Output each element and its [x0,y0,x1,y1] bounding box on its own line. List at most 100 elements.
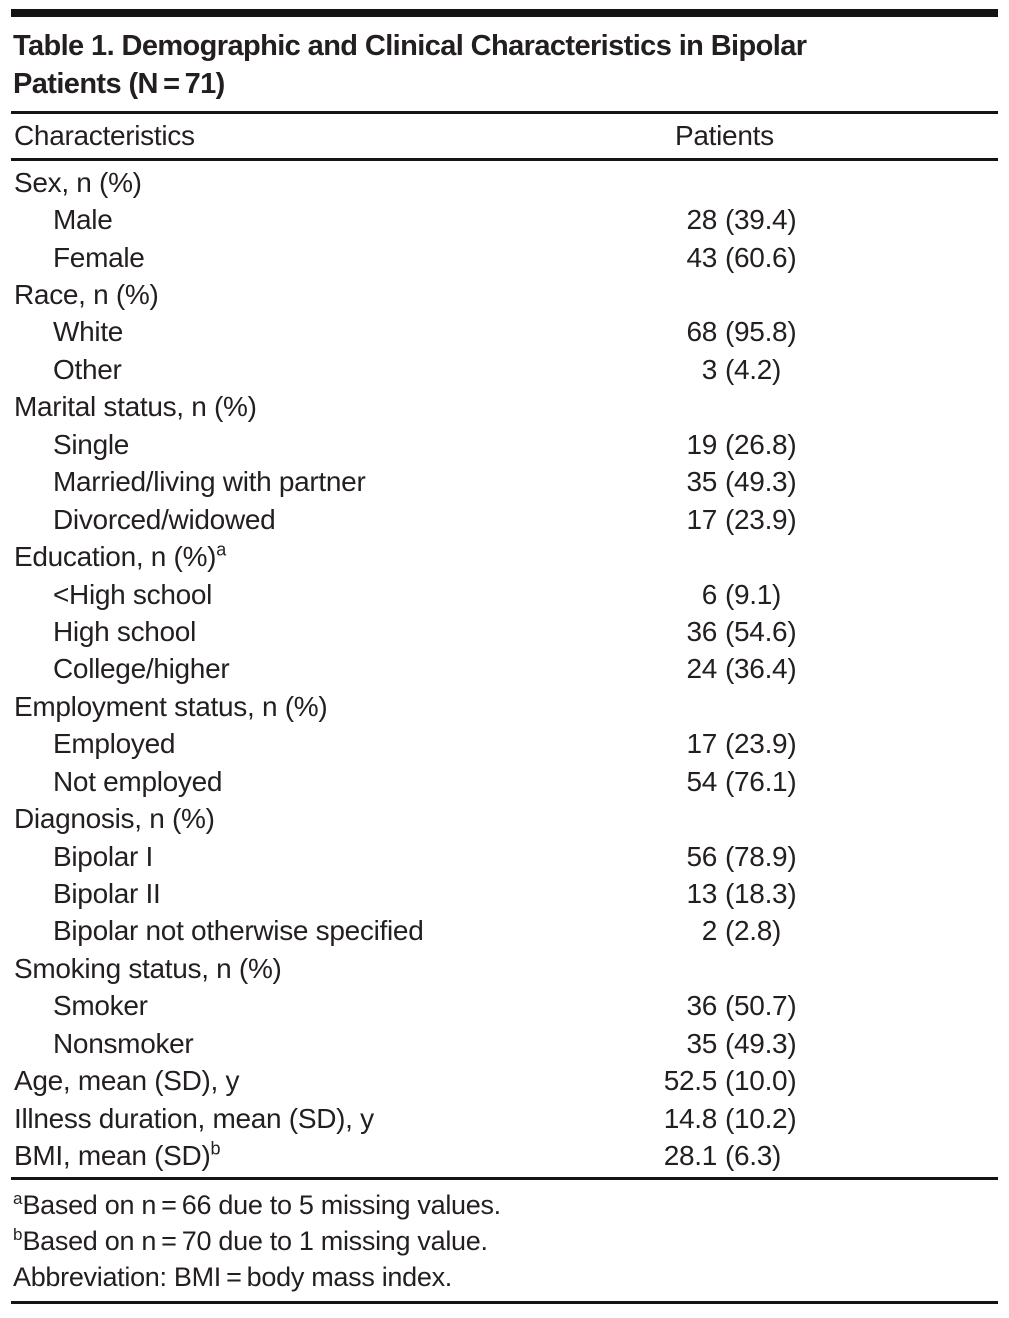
table-top-bar [11,9,998,17]
row-value-count: 35 [686,1027,717,1059]
row-label-text: Employed [53,728,176,760]
table-1-demographics: Table 1. Demographic and Clinical Charac… [0,9,1009,1318]
row-value: 13 (18.3) [649,878,998,910]
row-label: Divorced/widowed [11,504,649,536]
row-value: 35 (49.3) [649,1028,998,1060]
row-label: Education, n (%)a [11,541,649,573]
row-value: 36 (54.6) [649,616,998,648]
table-row: Employment status, n (%) [11,688,998,725]
title-divider [11,111,998,114]
row-value: 3 (4.2) [649,354,998,386]
row-label-text: Female [53,241,145,273]
table-row: Employed 17 (23.9) [11,726,998,763]
footnote: Abbreviation: BMI = body mass index. [13,1259,996,1295]
table-row: Age, mean (SD), y 52.5 (10.0) [11,1063,998,1100]
row-value-count: 28 [686,204,717,236]
row-label-text: Not employed [53,765,223,797]
row-label-text: Single [53,428,130,460]
row-value-count: 36 [686,990,717,1022]
table-row: Bipolar I 56 (78.9) [11,838,998,875]
row-value-count: 36 [686,615,717,647]
table-row: Divorced/widowed 17 (23.9) [11,501,998,538]
row-value-count: 56 [686,840,717,872]
row-label: Employment status, n (%) [11,691,649,723]
row-value-count: 68 [686,316,717,348]
row-label: Bipolar I [11,841,649,873]
footnote-text: Abbreviation: BMI = body mass index. [13,1261,452,1292]
table-title-line2: Patients (N = 71) [13,68,225,100]
footnote-text: Based on n = 66 due to 5 missing values. [22,1189,501,1220]
header-divider [11,158,998,161]
row-label: Sex, n (%) [11,167,649,199]
row-label: BMI, mean (SD)b [11,1140,649,1172]
row-label: Female [11,242,649,274]
row-value-count: 2 [701,915,718,947]
table-row: Nonsmoker 35 (49.3) [11,1025,998,1062]
row-value-percent: (18.3) [725,878,797,910]
row-value-percent: (95.8) [725,316,797,348]
table-footnotes: aBased on n = 66 due to 5 missing values… [11,1180,998,1301]
row-value-count: 3 [701,353,718,385]
row-value-percent: (76.1) [725,765,797,797]
row-label-text: Other [53,353,122,385]
footnote: aBased on n = 66 due to 5 missing values… [13,1187,996,1223]
column-header-patients: Patients [675,120,774,151]
row-value-percent: (49.3) [725,466,797,498]
row-label-text: Employment status, n (%) [14,690,328,722]
row-label-text: Male [53,204,113,236]
row-value: 2 (2.8) [649,915,998,947]
row-value: 54 (76.1) [649,766,998,798]
row-value: 24 (36.4) [649,653,998,685]
row-value: 56 (78.9) [649,841,998,873]
table-row: BMI, mean (SD)b 28.1 (6.3) [11,1137,998,1174]
table-row: College/higher 24 (36.4) [11,651,998,688]
row-value-count: 14.8 [663,1102,718,1134]
table-row: Diagnosis, n (%) [11,800,998,837]
row-value-percent: (4.2) [725,353,782,385]
row-label: High school [11,616,649,648]
table-row: Married/living with partner 35 (49.3) [11,464,998,501]
row-label: White [11,316,649,348]
row-value-percent: (10.0) [725,1065,797,1097]
row-label-text: College/higher [53,653,230,685]
table-row: Not employed 54 (76.1) [11,763,998,800]
table-row: High school 36 (54.6) [11,613,998,650]
row-label-text: Smoking status, n (%) [14,952,282,984]
row-label-text: Race, n (%) [14,279,159,311]
row-value-percent: (54.6) [725,615,797,647]
row-value: 17 (23.9) [649,728,998,760]
footnote-marker: b [13,1224,23,1244]
row-label: Other [11,354,649,386]
row-footnote-marker: b [210,1138,221,1159]
row-label: Bipolar not otherwise specified [11,915,649,947]
table-header-row: Characteristics Patients [11,114,998,158]
row-label: Single [11,429,649,461]
row-value-count: 28.1 [663,1140,718,1172]
row-label-text: Divorced/widowed [53,503,276,535]
table-row: Illness duration, mean (SD), y 14.8 (10.2… [11,1100,998,1137]
row-label-text: <High school [53,578,213,610]
row-value-percent: (36.4) [725,653,797,685]
row-footnote-marker: a [216,539,227,560]
footnote-marker: a [13,1188,23,1208]
row-label: Smoker [11,990,649,1022]
table-row: <High school 6 (9.1) [11,576,998,613]
row-value-count: 24 [686,653,717,685]
table-row: Education, n (%)a [11,538,998,575]
row-value-percent: (60.6) [725,241,797,273]
row-label: College/higher [11,653,649,685]
row-label: Male [11,204,649,236]
row-label-text: Bipolar I [53,840,154,872]
row-value: 28.1 (6.3) [649,1140,998,1172]
row-label: Age, mean (SD), y [11,1065,649,1097]
table-title: Table 1. Demographic and Clinical Charac… [11,17,998,111]
row-label-text: Illness duration, mean (SD), y [14,1102,374,1134]
table-row: Smoking status, n (%) [11,950,998,987]
row-label: Bipolar II [11,878,649,910]
row-value: 68 (95.8) [649,316,998,348]
row-label: Employed [11,728,649,760]
row-label: Smoking status, n (%) [11,953,649,985]
row-label-text: Nonsmoker [53,1027,194,1059]
row-value-percent: (26.8) [725,428,797,460]
row-value: 28 (39.4) [649,204,998,236]
